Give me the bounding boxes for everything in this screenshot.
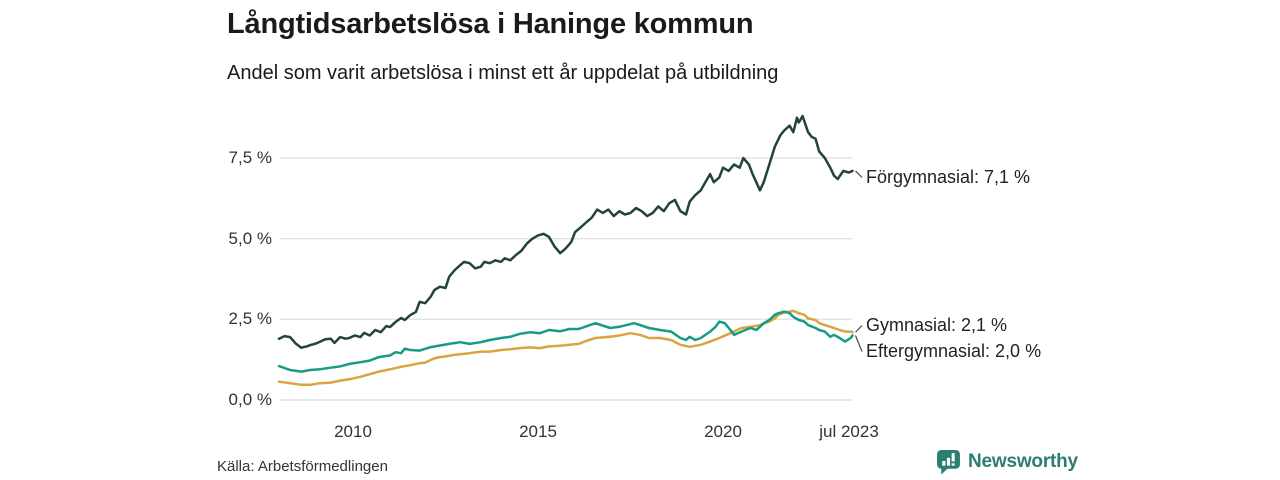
y-axis-tick-label: 0,0 % [228, 390, 272, 409]
newsworthy-brand-name: Newsworthy [968, 451, 1078, 472]
x-axis-tick-label: 2010 [334, 422, 372, 441]
x-axis-tick-label: 2015 [519, 422, 557, 441]
chart-title: Långtidsarbetslösa i Haninge kommun [227, 8, 754, 40]
chart-subtitle: Andel som varit arbetslösa i minst ett å… [227, 62, 779, 84]
newsworthy-logo: Newsworthy [936, 449, 1078, 475]
source-attribution: Källa: Arbetsförmedlingen [217, 458, 388, 475]
series-end-label-eftergymnasial: Eftergymnasial: 2,0 % [866, 341, 1042, 361]
y-axis-tick-label: 2,5 % [228, 309, 272, 328]
y-axis-tick-label: 5,0 % [228, 229, 272, 248]
series-end-label-gymnasial: Gymnasial: 2,1 % [866, 315, 1008, 335]
newsworthy-logo-icon [937, 450, 960, 475]
x-axis-tick-label: 2020 [704, 422, 742, 441]
y-axis-tick-label: 7,5 % [228, 148, 272, 167]
series-end-label-forgymnasial: Förgymnasial: 7,1 % [866, 167, 1031, 187]
x-axis-tick-label: jul 2023 [819, 422, 879, 441]
